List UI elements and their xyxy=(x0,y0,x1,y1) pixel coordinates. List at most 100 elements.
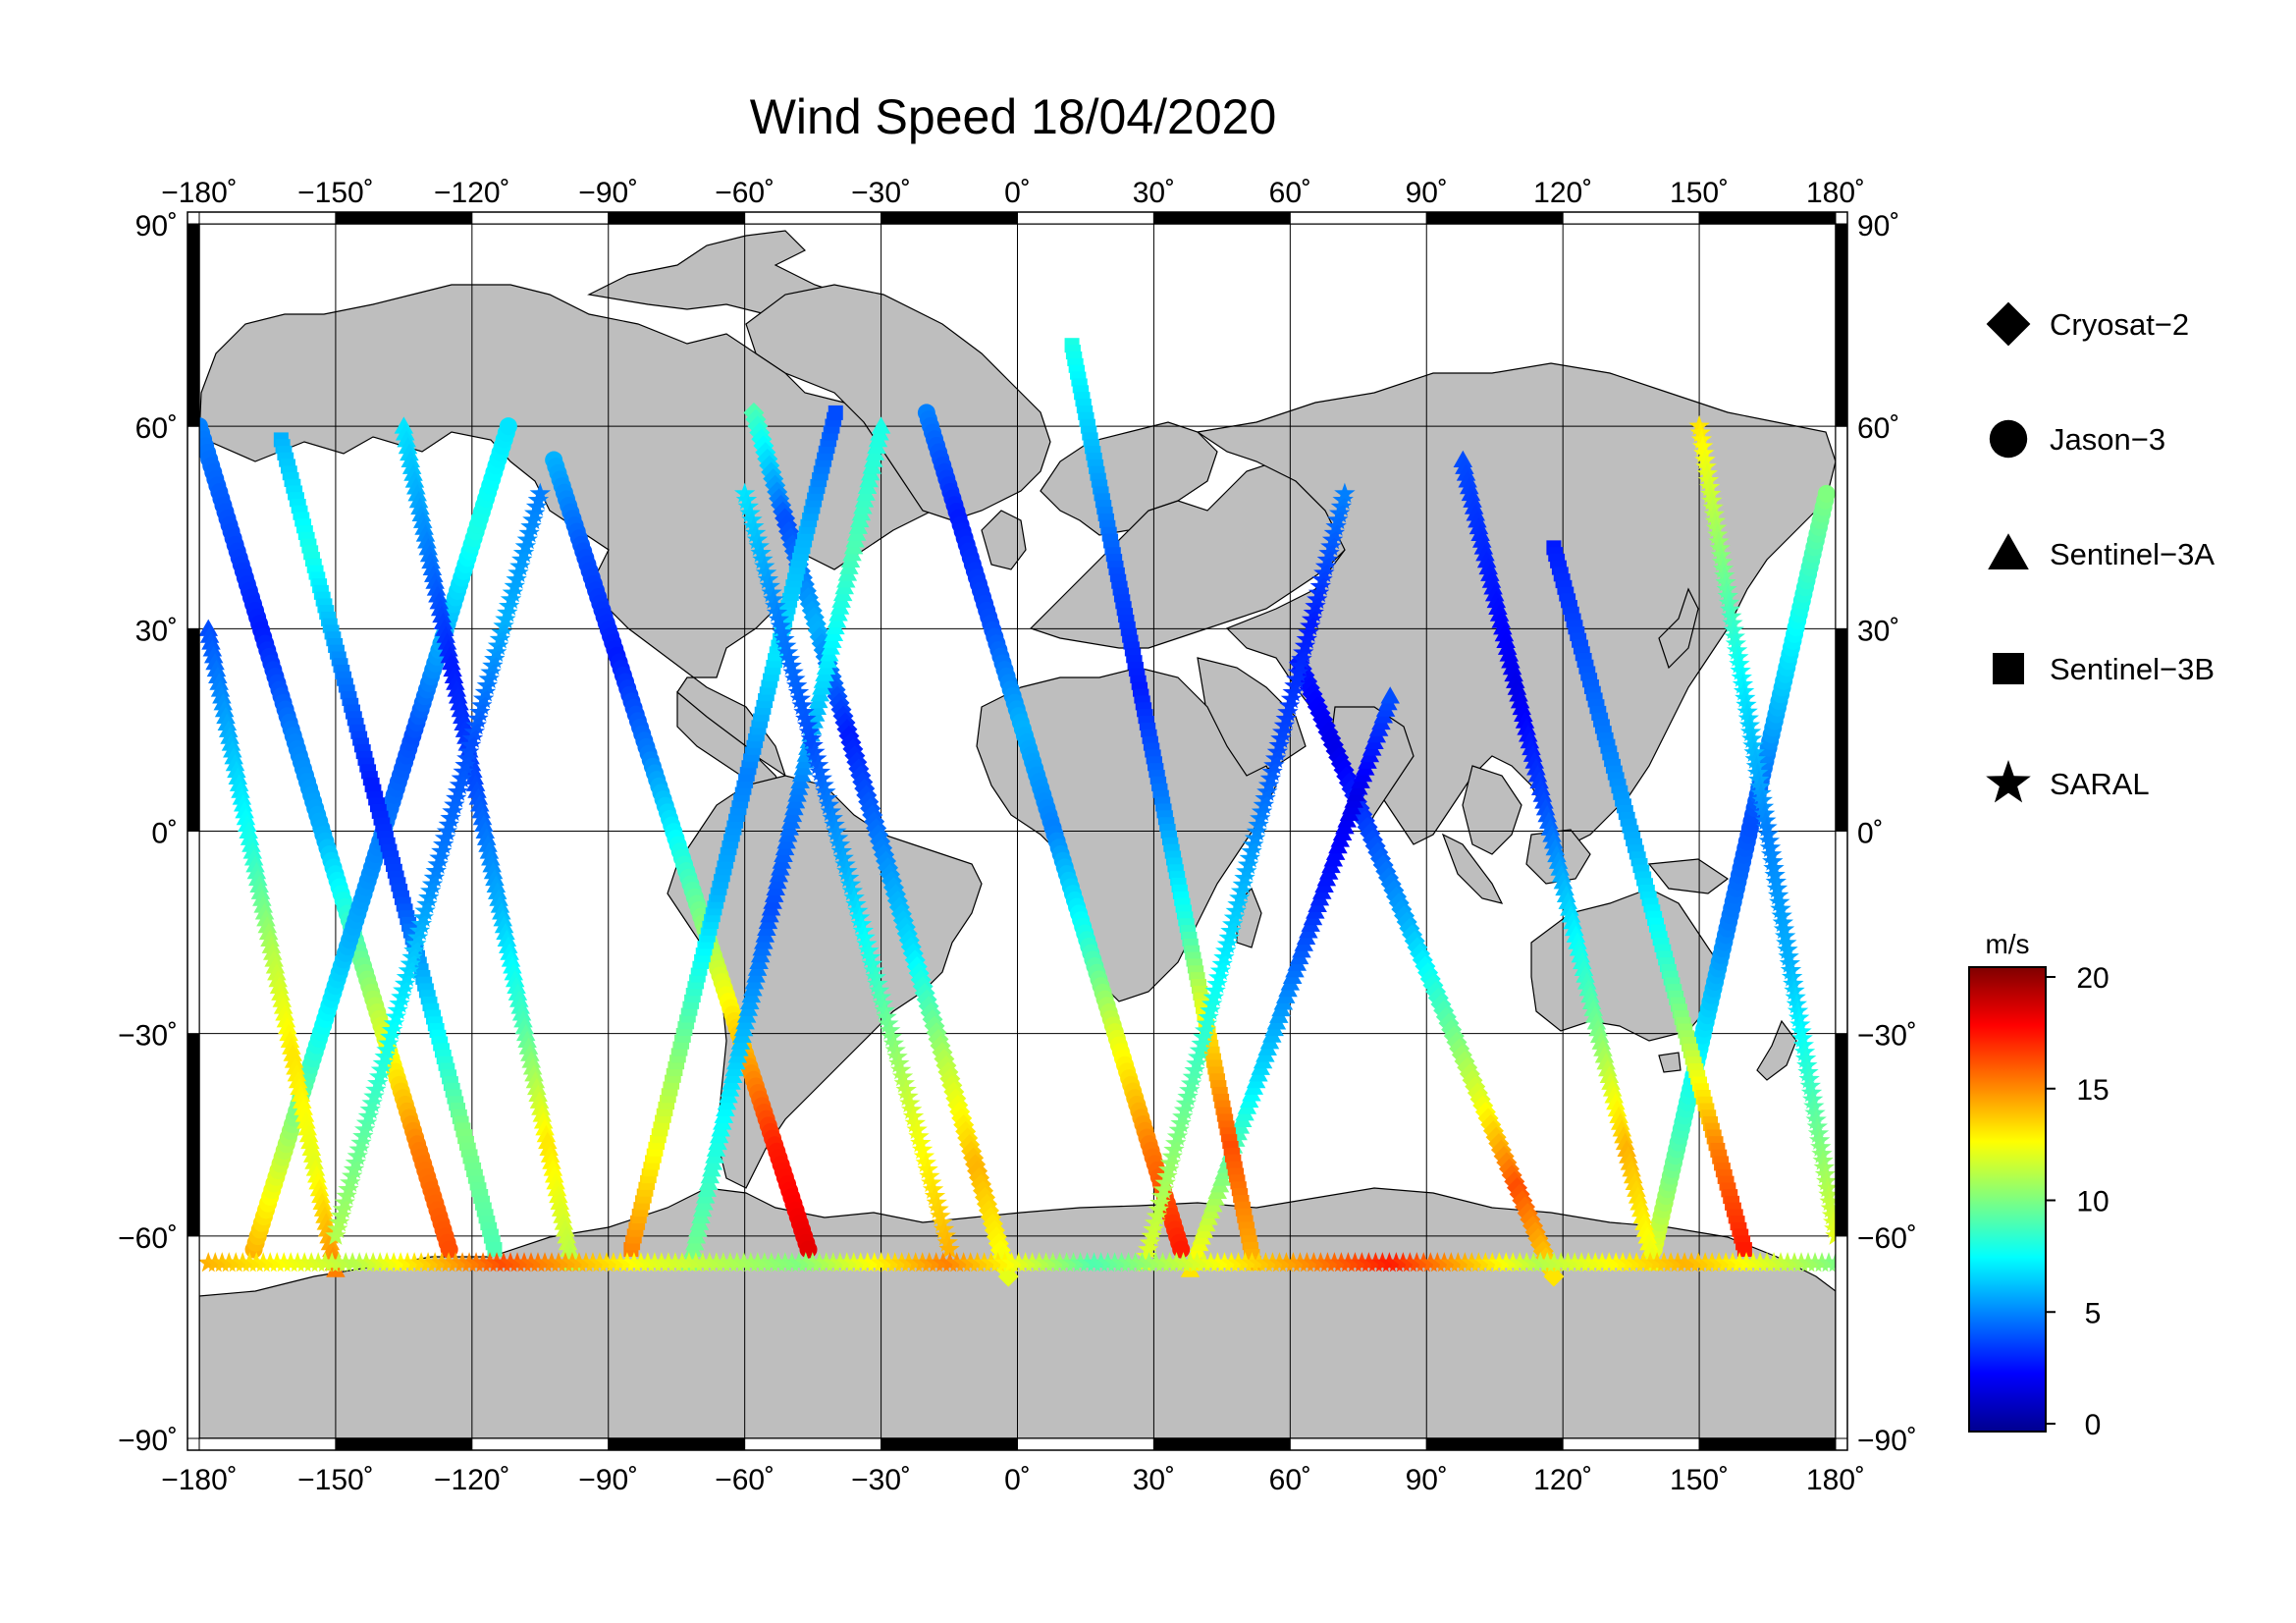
colorbar-unit: m/s xyxy=(1985,929,2029,959)
track-point xyxy=(501,949,521,967)
lat-tick-label-right: 30˚ xyxy=(1857,615,1899,647)
track-point xyxy=(1807,1122,1830,1143)
track-point xyxy=(317,1219,338,1237)
track-point xyxy=(1774,925,1796,947)
track-point xyxy=(1543,1266,1565,1287)
track-point xyxy=(870,986,892,1007)
track-point xyxy=(776,641,799,663)
track-point xyxy=(465,774,486,791)
track-point xyxy=(839,873,862,894)
track-point xyxy=(809,761,831,782)
track-point xyxy=(507,976,526,995)
lon-tick-label-bottom: 90˚ xyxy=(1406,1464,1448,1496)
land-new-guinea xyxy=(1647,858,1730,894)
colorbar-tick-label: 15 xyxy=(2076,1074,2109,1107)
track-point xyxy=(1752,795,1775,817)
track-point xyxy=(818,793,840,815)
lon-tick-label-top: −60˚ xyxy=(715,177,774,209)
track-point xyxy=(841,880,864,901)
track-point xyxy=(780,655,802,676)
track-point xyxy=(483,861,504,880)
track-point xyxy=(1698,476,1721,497)
track-point xyxy=(1694,449,1716,469)
land-greenland xyxy=(745,284,1051,521)
track-point xyxy=(888,1053,910,1073)
track-point xyxy=(1766,878,1789,898)
track-point xyxy=(1817,484,1836,503)
lon-tick-label-bottom: −60˚ xyxy=(715,1464,774,1496)
track-point xyxy=(511,1003,532,1021)
track-point xyxy=(856,933,878,954)
track-point xyxy=(798,721,821,742)
track-point xyxy=(1753,802,1776,824)
track-point xyxy=(406,477,426,495)
track-point xyxy=(238,814,257,833)
track-point xyxy=(394,416,414,434)
track-point xyxy=(273,997,294,1014)
track-point xyxy=(852,920,875,941)
track-point xyxy=(430,598,451,617)
track-point xyxy=(400,450,421,468)
track-point xyxy=(432,605,452,623)
star-icon xyxy=(1986,760,2031,803)
track-point xyxy=(444,666,464,683)
frame-bar-right xyxy=(1835,223,1848,427)
track-point xyxy=(934,1224,957,1246)
lon-tick-label-bottom: 150˚ xyxy=(1670,1464,1729,1496)
track-point xyxy=(300,1131,320,1150)
track-point xyxy=(209,673,229,690)
track-point xyxy=(475,821,496,839)
track-point xyxy=(938,1238,960,1259)
frame-bar-bottom xyxy=(1017,1437,1154,1451)
track-point xyxy=(921,1171,942,1193)
track-point xyxy=(850,913,873,934)
lat-tick-label-left: −30˚ xyxy=(118,1020,178,1053)
track-point xyxy=(1810,1136,1832,1157)
track-point xyxy=(245,855,265,873)
track-point xyxy=(902,1106,925,1126)
track-point xyxy=(467,781,487,798)
track-point xyxy=(911,1139,934,1160)
frame-bar-right xyxy=(1835,831,1848,1035)
track-point xyxy=(208,666,228,683)
track-point xyxy=(224,747,243,765)
track-point xyxy=(538,1131,558,1150)
track-point xyxy=(1769,892,1790,912)
track-point xyxy=(796,714,819,735)
track-point xyxy=(521,1051,542,1068)
track-point xyxy=(254,902,275,920)
track-point xyxy=(1811,1143,1833,1163)
track-point xyxy=(1739,721,1762,742)
frame-bar-bottom xyxy=(744,1437,882,1451)
track-point xyxy=(492,902,511,920)
track-point xyxy=(1741,728,1763,749)
track-point xyxy=(403,463,423,481)
lat-tick-label-right: 0˚ xyxy=(1857,818,1884,850)
lon-tick-label-bottom: −30˚ xyxy=(851,1464,911,1496)
track-point xyxy=(880,1019,901,1040)
track-point xyxy=(1730,660,1751,680)
track-point xyxy=(497,929,517,947)
track-point xyxy=(514,1017,535,1035)
track-point xyxy=(750,542,772,563)
track-point xyxy=(426,578,447,596)
track-point xyxy=(275,1003,294,1021)
track-point xyxy=(429,592,450,610)
track-point xyxy=(284,1051,304,1068)
track-point xyxy=(1799,1075,1822,1096)
track-point xyxy=(235,801,254,819)
frame-bar-bottom xyxy=(1562,1437,1700,1451)
track-point xyxy=(1767,885,1789,905)
track-point xyxy=(441,652,461,671)
track-point xyxy=(414,517,434,535)
track-point xyxy=(250,882,271,899)
track-point xyxy=(1707,523,1729,545)
track-point xyxy=(1790,1020,1812,1042)
track-point xyxy=(524,1064,544,1082)
track-point xyxy=(309,1178,330,1197)
track-point xyxy=(1755,809,1777,831)
track-point xyxy=(766,602,788,622)
lon-tick-label-top: −90˚ xyxy=(578,177,638,209)
land-new-zealand xyxy=(1756,1019,1797,1081)
